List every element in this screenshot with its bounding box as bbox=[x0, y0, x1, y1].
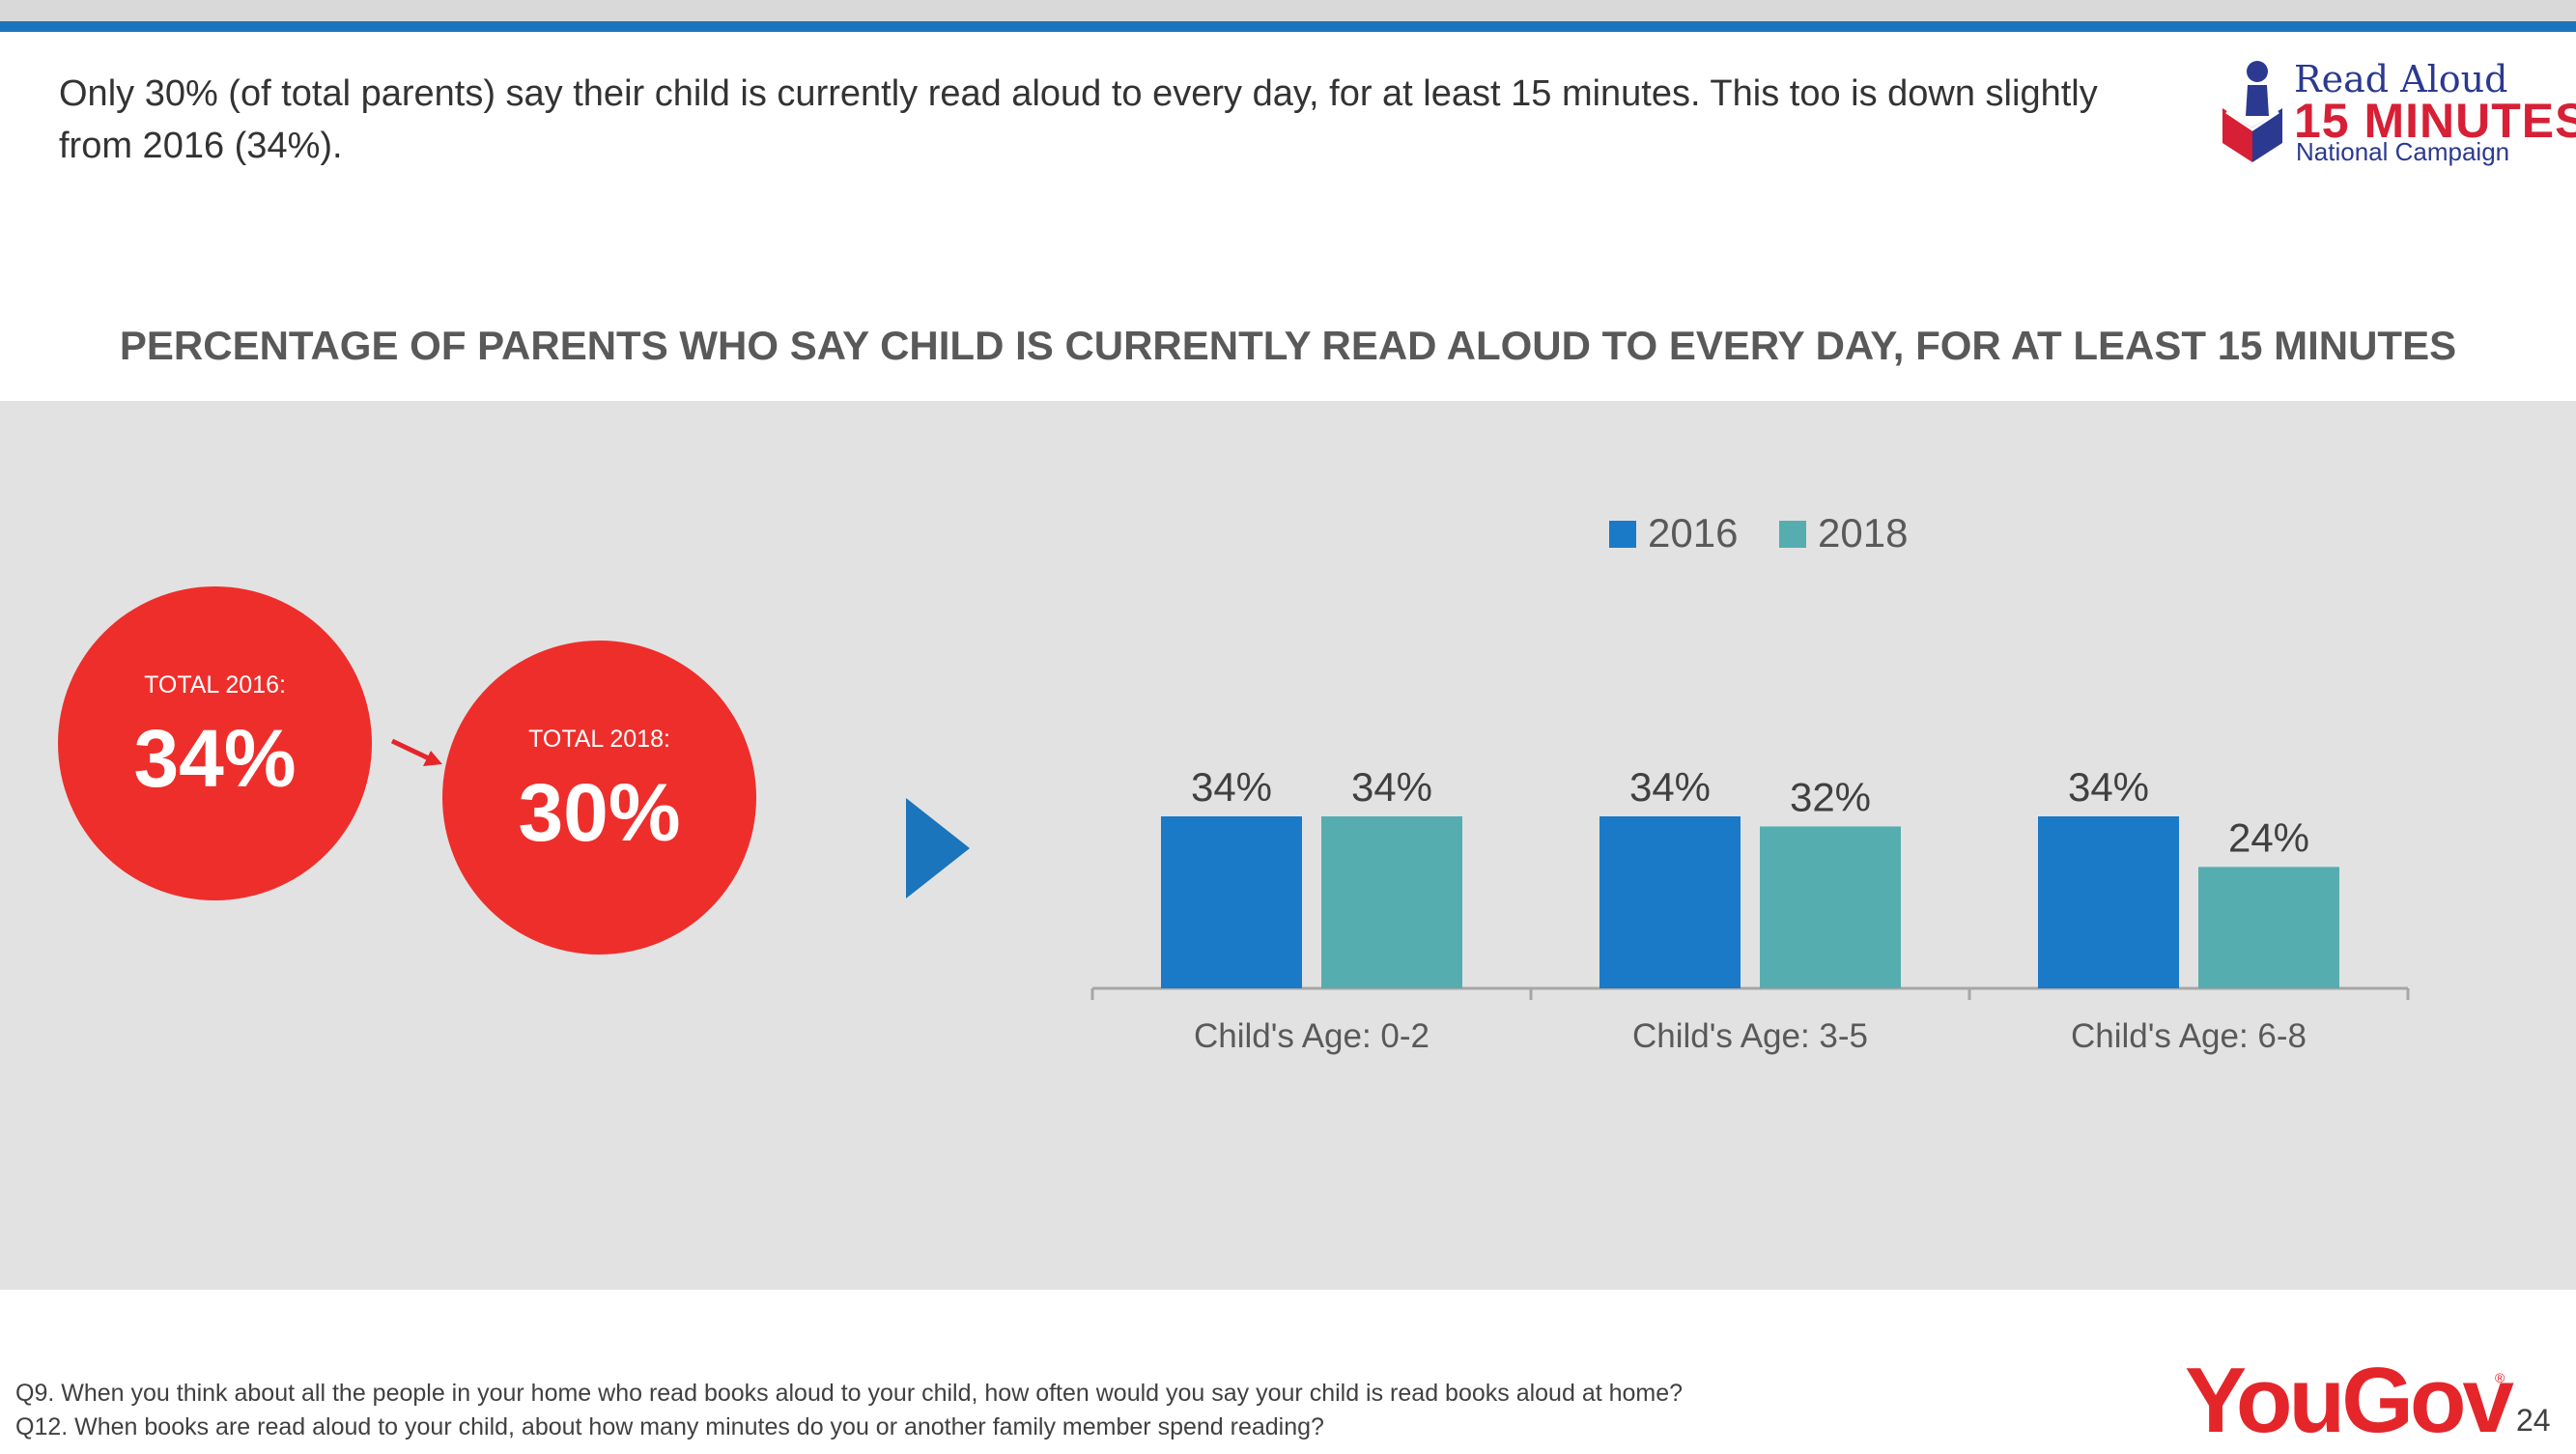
chart-title: PERCENTAGE OF PARENTS WHO SAY CHILD IS C… bbox=[119, 323, 2457, 368]
total-2018-circle: TOTAL 2018: 30% bbox=[442, 641, 756, 955]
top-accent-stripe bbox=[0, 21, 2576, 32]
data-label-2016-2: 34% bbox=[2068, 764, 2149, 810]
legend-swatch-2018 bbox=[1779, 521, 1806, 548]
total-2016-circle: TOTAL 2016: 34% bbox=[58, 586, 372, 900]
bar-2018-2 bbox=[2198, 867, 2339, 988]
logo-campaign-text: National Campaign bbox=[2296, 137, 2510, 166]
bar-2016-0 bbox=[1161, 816, 1302, 988]
data-label-2018-0: 34% bbox=[1351, 764, 1432, 810]
legend-label-2018: 2018 bbox=[1818, 510, 1908, 556]
read-aloud-logo: Read Aloud 15 MINUTES National Campaign bbox=[2217, 58, 2576, 172]
footnote-q9: Q9. When you think about all the people … bbox=[15, 1380, 1684, 1407]
data-label-2018-2: 24% bbox=[2228, 814, 2309, 860]
bar-2016-1 bbox=[1599, 816, 1741, 988]
headline-text: Only 30% (of total parents) say their ch… bbox=[59, 73, 2098, 166]
page-number: 24 bbox=[2516, 1403, 2551, 1438]
book-person-icon bbox=[2222, 61, 2282, 162]
total-2018-label: TOTAL 2018: bbox=[528, 726, 670, 753]
data-label-2018-1: 32% bbox=[1790, 774, 1871, 819]
footnote-q12: Q12. When books are read aloud to your c… bbox=[15, 1413, 1324, 1440]
trend-arrow-icon bbox=[390, 738, 442, 766]
category-label-1: Child's Age: 3-5 bbox=[1632, 1017, 1868, 1055]
bar-2016-2 bbox=[2038, 816, 2179, 988]
category-label-2: Child's Age: 6-8 bbox=[2071, 1017, 2307, 1055]
total-2016-value: 34% bbox=[133, 713, 297, 804]
total-2016-label: TOTAL 2016: bbox=[144, 671, 286, 698]
play-arrow-icon bbox=[906, 798, 970, 898]
bar-2018-0 bbox=[1321, 816, 1462, 988]
data-label-2016-1: 34% bbox=[1629, 764, 1711, 810]
data-label-2016-0: 34% bbox=[1191, 764, 1272, 810]
logo-15-minutes-text: 15 MINUTES bbox=[2294, 94, 2576, 148]
legend-label-2016: 2016 bbox=[1648, 510, 1738, 556]
bar-2018-1 bbox=[1760, 826, 1901, 988]
footnotes: Q9. When you think about all the people … bbox=[15, 1377, 1683, 1444]
bar-chart: 2016 2018 34% 34% Child's Age: 0-2 34% 32% Chil… bbox=[1090, 510, 2410, 1055]
total-2018-value: 30% bbox=[518, 767, 681, 858]
top-gray-stripe bbox=[0, 0, 2576, 21]
legend-swatch-2016 bbox=[1609, 521, 1636, 548]
yougov-logo: YouGov bbox=[2185, 1349, 2514, 1452]
category-label-0: Child's Age: 0-2 bbox=[1194, 1017, 1430, 1055]
registered-mark: ® bbox=[2495, 1370, 2505, 1385]
logo-read-aloud-text: Read Aloud bbox=[2294, 58, 2508, 100]
